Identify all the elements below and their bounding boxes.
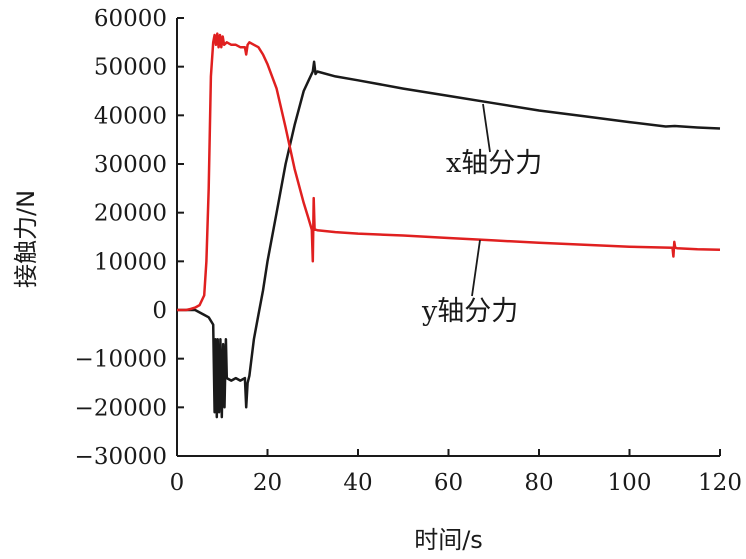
x-force-annotation-leader — [482, 103, 491, 153]
x-tick-label: 60 — [434, 470, 463, 496]
y-tick-label: −20000 — [75, 395, 167, 421]
y-axis-title: 接触力/N — [12, 190, 40, 288]
y-tick-label: −10000 — [75, 347, 167, 373]
x-tick-label: 120 — [698, 470, 742, 496]
x-tick-label: 100 — [608, 470, 652, 496]
x-tick-label: 80 — [524, 470, 553, 496]
y-tick-label: 30000 — [94, 152, 167, 178]
y-tick-label: 0 — [152, 298, 167, 324]
x-force-series-line — [177, 60, 721, 419]
y-force-annotation-leader — [471, 239, 481, 297]
y-tick-label: 60000 — [94, 6, 167, 32]
x-tick-label: 20 — [253, 470, 282, 496]
x-tick-label: 40 — [343, 470, 372, 496]
ticks: −30000 −20000 −10000 0 10000 20000 30000 40000 5… — [75, 6, 742, 496]
y-tick-label: 20000 — [94, 201, 167, 227]
annotations: x轴分力 y轴分力 — [421, 103, 542, 327]
y-tick-label: 40000 — [94, 103, 167, 129]
y-force-series-line — [177, 32, 721, 312]
y-tick-label: 50000 — [94, 55, 167, 81]
x-axis-title: 时间/s — [414, 526, 483, 554]
y-force-annotation: y轴分力 — [421, 296, 518, 327]
y-tick-label: −30000 — [75, 444, 167, 470]
y-tick-label: 10000 — [94, 249, 167, 275]
x-force-annotation: x轴分力 — [446, 148, 542, 179]
x-tick-label: 0 — [170, 470, 185, 496]
series-group — [177, 32, 721, 419]
